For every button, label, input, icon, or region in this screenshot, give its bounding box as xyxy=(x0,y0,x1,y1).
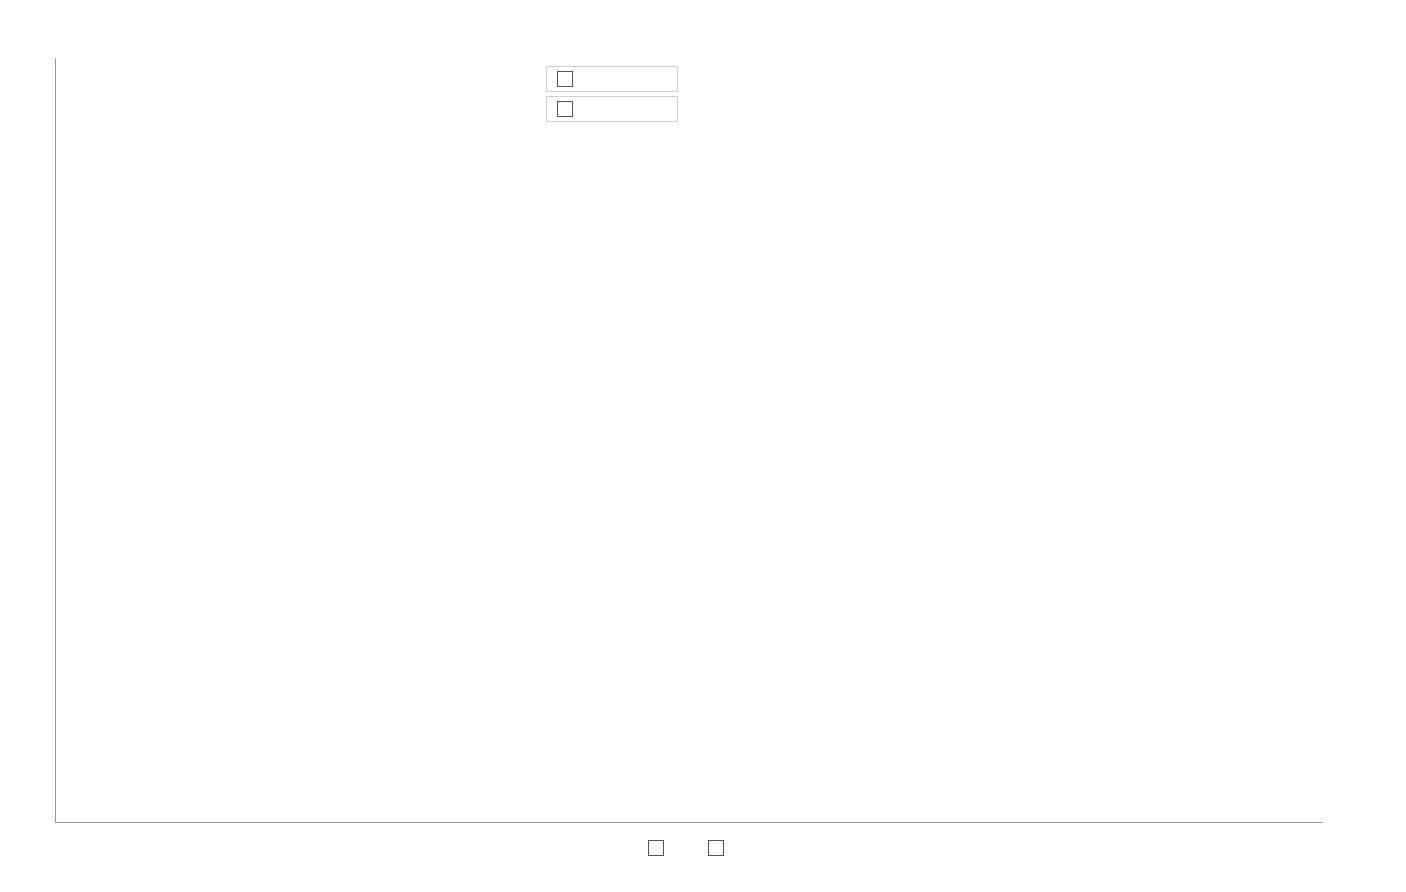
legend-bottom-item-1 xyxy=(708,840,732,856)
plot-area xyxy=(55,58,1323,823)
legend-bottom-item-0 xyxy=(648,840,672,856)
legend-swatch-0 xyxy=(557,71,573,87)
scatter-svg xyxy=(56,58,1323,822)
legend-bottom-swatch-0 xyxy=(648,840,664,856)
legend-swatch-1 xyxy=(557,101,573,117)
legend-bottom-swatch-1 xyxy=(708,840,724,856)
legend-series-1 xyxy=(546,96,678,122)
legend-series-0 xyxy=(546,66,678,92)
legend-bottom xyxy=(648,840,732,856)
